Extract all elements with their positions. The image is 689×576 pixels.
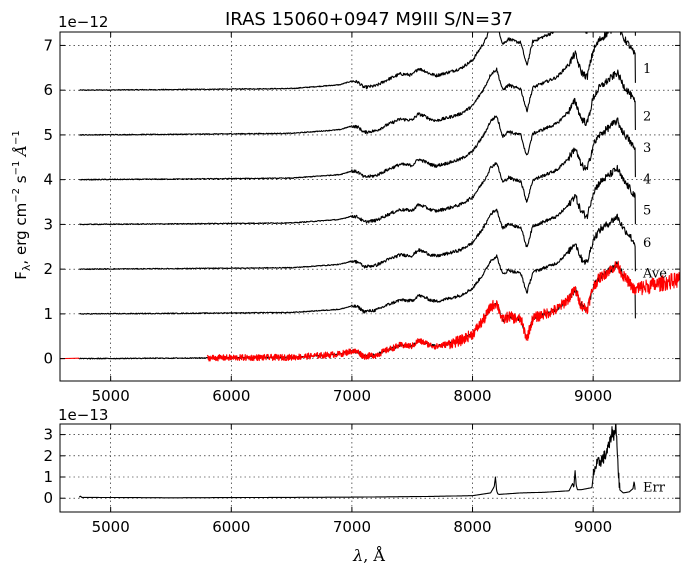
y-tick-label: 2 <box>43 447 53 465</box>
y-tick-label: 0 <box>43 489 53 507</box>
error-series-group <box>78 423 636 499</box>
y-tick-label: 1 <box>43 468 53 486</box>
series-label-3: 3 <box>643 141 651 156</box>
spectrum-line-5 <box>78 164 636 271</box>
main-grid <box>60 32 680 381</box>
spectrum-line-Ave <box>206 260 680 362</box>
y-tick-label: 2 <box>43 260 53 278</box>
x-tick-label: 8000 <box>453 518 491 536</box>
error-axis-ticks: 5000 6000 7000 8000 9000 0 1 2 3 <box>43 424 680 536</box>
y-tick-label: 5 <box>43 126 53 144</box>
series-label-4: 4 <box>643 172 651 187</box>
spectrum-line-2 <box>79 32 636 136</box>
spectrum-line-3 <box>79 69 636 181</box>
y-tick-label: 0 <box>43 350 53 368</box>
spectrum-line-1 <box>79 32 636 92</box>
chart-title: IRAS 15060+0947 M9III S/N=37 <box>225 9 513 30</box>
y-tick-label: 7 <box>43 36 53 54</box>
error-line <box>78 423 636 499</box>
y-tick-label: 3 <box>43 426 53 444</box>
series-label-2: 2 <box>643 110 651 125</box>
error-plot-frame <box>59 423 681 513</box>
x-tick-label: 9000 <box>574 518 612 536</box>
y-tick-label: 1 <box>43 305 53 323</box>
series-label-Ave: Ave <box>642 266 667 281</box>
main-plot-frame <box>59 31 681 382</box>
series-label-5: 5 <box>643 204 651 219</box>
error-panel: 1e−13 Err 5000 6000 7000 8000 9000 0 1 2 3 λ, Å <box>43 406 681 565</box>
main-axis-ticks: 5000 6000 7000 8000 9000 0 1 2 3 4 5 6 7 <box>43 32 680 405</box>
x-tick-label: 5000 <box>92 387 130 405</box>
error-grid <box>60 424 680 512</box>
x-tick-label: 7000 <box>333 387 371 405</box>
main-offset-text: 1e−12 <box>58 13 108 31</box>
main-series-group <box>60 32 680 362</box>
x-tick-label: 6000 <box>212 387 250 405</box>
series-label-6: 6 <box>643 236 651 251</box>
x-tick-label: 8000 <box>453 387 491 405</box>
main-series-labels: 1 2 3 4 5 6 Ave <box>642 62 667 281</box>
x-tick-label: 6000 <box>212 518 250 536</box>
main-y-axis-label: Fλ, erg cm−2 s−1 Å−1 <box>11 130 33 279</box>
x-tick-label: 7000 <box>333 518 371 536</box>
y-tick-label: 3 <box>43 215 53 233</box>
error-offset-text: 1e−13 <box>58 406 108 424</box>
series-label-1: 1 <box>643 62 651 77</box>
main-spectrum-panel: IRAS 15060+0947 M9III S/N=37 1e−12 12345… <box>11 9 681 405</box>
x-tick-label: 5000 <box>92 518 130 536</box>
series-label-err: Err <box>643 481 666 496</box>
x-tick-label: 9000 <box>574 387 612 405</box>
error-series-labels: Err <box>643 481 666 496</box>
y-tick-label: 6 <box>43 81 53 99</box>
spectrum-line-4 <box>79 117 636 226</box>
spectrum-line-6 <box>79 213 636 315</box>
y-tick-label: 4 <box>43 171 53 189</box>
x-axis-label: λ, Å <box>352 545 385 565</box>
